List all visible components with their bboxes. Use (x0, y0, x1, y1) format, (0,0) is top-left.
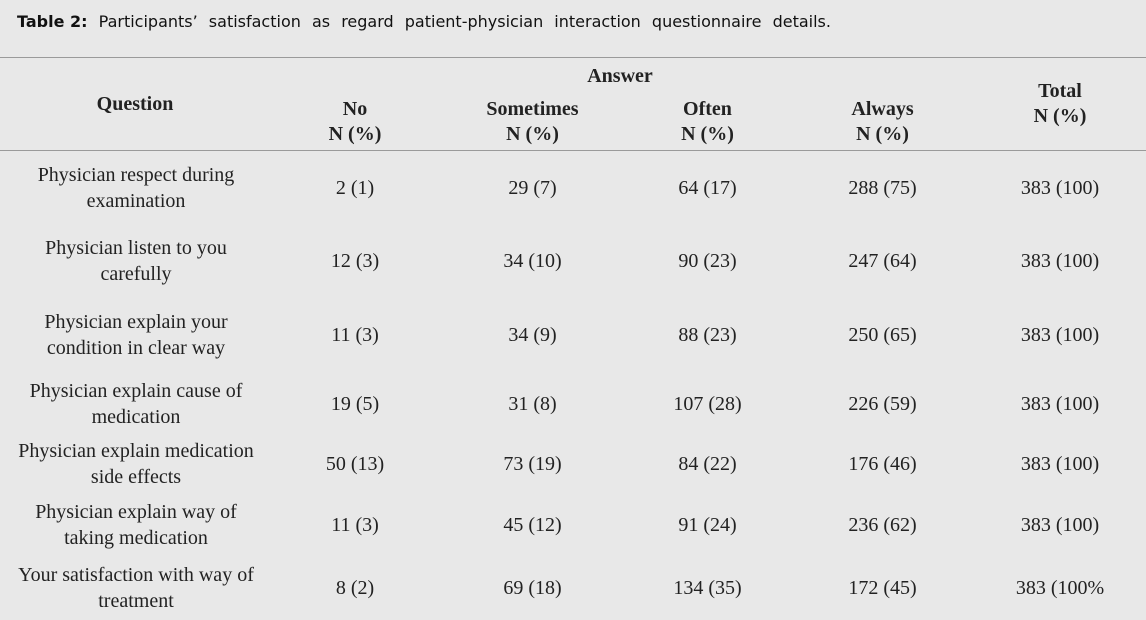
sometimes-cell: 31 (8) (508, 393, 557, 415)
question-line-1: Physician explain cause of (29, 380, 243, 402)
header-often-name: Often (683, 98, 732, 120)
header-always-name: Always (851, 98, 914, 120)
no-cell: 19 (5) (330, 393, 380, 415)
table-row: Physician explain medication side effect… (0, 436, 1146, 492)
often-cell: 88 (23) (678, 324, 737, 346)
question-line-2: examination (86, 190, 186, 212)
question-cell: Physician explain your condition in clea… (0, 309, 272, 361)
no-cell: 2 (1) (335, 177, 375, 199)
total-cell: 383 (100) (1020, 250, 1100, 272)
total-cell: 383 (100) (1020, 324, 1100, 346)
table-row: Physician listen to you carefully 12 (3)… (0, 233, 1146, 289)
table-caption: Table 2: Participants’ satisfaction as r… (17, 12, 831, 31)
header-sometimes-name: Sometimes (486, 98, 579, 120)
sometimes-cell: 69 (18) (503, 577, 562, 599)
header-sometimes-unit: N (%) (506, 123, 559, 145)
question-line-1: Physician explain medication (18, 440, 254, 462)
header-sometimes: Sometimes N (%) (460, 97, 605, 147)
total-cell: 383 (100) (1020, 453, 1100, 475)
table-row: Physician explain way of taking medicati… (0, 497, 1146, 553)
question-line-1: Your satisfaction with way of (18, 564, 254, 586)
question-line-1: Physician respect during (37, 164, 235, 186)
question-line-1: Physician explain way of (35, 501, 237, 523)
caption-text: Participants’ satisfaction as regard pat… (98, 12, 831, 31)
often-cell: 90 (23) (678, 250, 737, 272)
sometimes-cell: 73 (19) (503, 453, 562, 475)
header-no: No N (%) (305, 97, 405, 147)
often-cell: 134 (35) (673, 577, 742, 599)
question-cell: Physician explain way of taking medicati… (0, 499, 272, 551)
question-cell: Physician respect during examination (0, 162, 272, 214)
question-line-2: condition in clear way (46, 337, 226, 359)
total-cell: 383 (100) (1020, 514, 1100, 536)
often-cell: 91 (24) (678, 514, 737, 536)
question-cell: Your satisfaction with way of treatment (0, 562, 272, 614)
header-always: Always N (%) (815, 97, 950, 147)
sometimes-cell: 45 (12) (503, 514, 562, 536)
no-cell: 12 (3) (330, 250, 380, 272)
header-total-name: Total (1038, 80, 1082, 102)
always-cell: 172 (45) (848, 577, 917, 599)
often-cell: 84 (22) (678, 453, 737, 475)
sometimes-cell: 34 (9) (508, 324, 557, 346)
question-cell: Physician listen to you carefully (0, 235, 272, 287)
total-cell: 383 (100) (1020, 177, 1100, 199)
header-always-unit: N (%) (856, 123, 909, 145)
total-cell: 383 (100) (1020, 393, 1100, 415)
often-cell: 107 (28) (673, 393, 742, 415)
table-row: Physician explain cause of medication 19… (0, 376, 1146, 432)
header-no-unit: N (%) (328, 123, 382, 145)
no-cell: 11 (3) (331, 514, 379, 536)
sometimes-cell: 29 (7) (508, 177, 557, 199)
header-bottom-rule (0, 150, 1146, 151)
question-cell: Physician explain cause of medication (0, 378, 272, 430)
always-cell: 288 (75) (848, 177, 917, 199)
header-often: Often N (%) (650, 97, 765, 147)
no-cell: 50 (13) (325, 453, 385, 475)
always-cell: 247 (64) (848, 250, 917, 272)
question-line-2: medication (91, 406, 181, 428)
header-answer: Answer (587, 65, 653, 87)
no-cell: 8 (2) (335, 577, 375, 599)
header-total: Total N (%) (990, 79, 1130, 129)
header-question: Question (96, 93, 174, 115)
sometimes-cell: 34 (10) (503, 250, 562, 272)
header-total-unit: N (%) (1033, 105, 1087, 127)
always-cell: 236 (62) (848, 514, 917, 536)
header-often-unit: N (%) (681, 123, 734, 145)
often-cell: 64 (17) (678, 177, 737, 199)
always-cell: 250 (65) (848, 324, 917, 346)
table-row: Physician respect during examination 2 (… (0, 160, 1146, 216)
question-line-1: Physician explain your (44, 311, 228, 333)
question-line-2: treatment (98, 590, 174, 612)
caption-label: Table 2: (17, 12, 88, 31)
question-line-1: Physician listen to you (45, 237, 227, 259)
total-cell: 383 (100% (1015, 577, 1105, 599)
question-cell: Physician explain medication side effect… (0, 438, 272, 490)
table-row: Your satisfaction with way of treatment … (0, 560, 1146, 616)
question-line-2: side effects (90, 466, 182, 488)
always-cell: 176 (46) (848, 453, 917, 475)
table-top-rule (0, 57, 1146, 58)
header-no-name: No (342, 98, 368, 120)
question-line-2: taking medication (64, 527, 208, 549)
no-cell: 11 (3) (331, 324, 379, 346)
table-row: Physician explain your condition in clea… (0, 307, 1146, 363)
always-cell: 226 (59) (848, 393, 917, 415)
question-line-2: carefully (100, 263, 172, 285)
